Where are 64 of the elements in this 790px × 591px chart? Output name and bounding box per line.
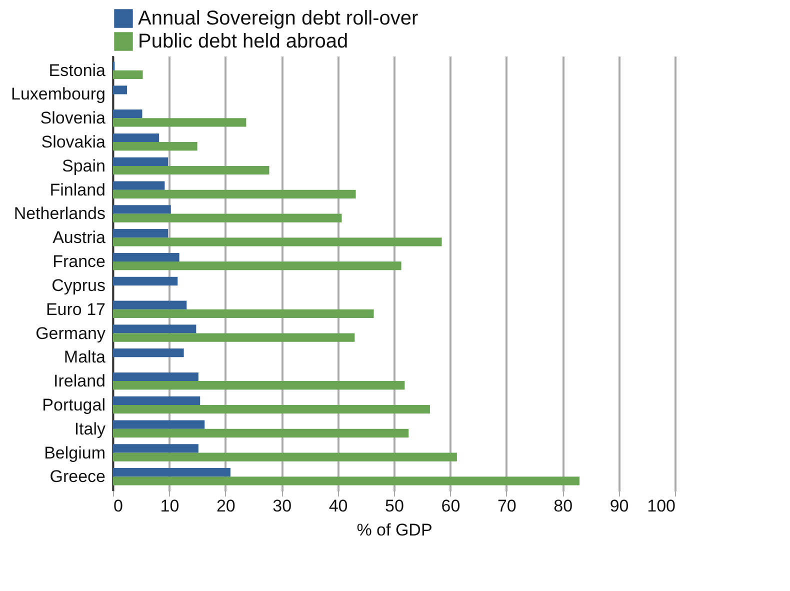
x-tick-label: 10: [160, 496, 180, 516]
bar: [113, 262, 402, 270]
bar: [113, 181, 165, 190]
legend-label: Public debt held abroad: [138, 30, 348, 52]
y-tick-label: France: [52, 252, 106, 272]
bar: [113, 428, 409, 438]
y-tick-label: Greece: [50, 467, 106, 486]
bar: [113, 229, 168, 238]
bar: [113, 309, 374, 318]
y-tick-label: Ireland: [54, 372, 106, 391]
y-tick-label: Germany: [36, 324, 106, 343]
y-tick-label: Finland: [50, 180, 106, 200]
y-tick-label: Slovenia: [40, 108, 106, 128]
x-tick-label: 100: [647, 496, 676, 516]
legend-label: Annual Sovereign debt roll-over: [138, 8, 419, 30]
bar: [113, 396, 200, 405]
bar: [113, 157, 168, 166]
y-tick-label: Cyprus: [52, 276, 106, 295]
bar: [113, 110, 142, 118]
y-tick-label: Italy: [74, 419, 106, 438]
x-tick-label: 50: [385, 496, 404, 516]
x-tick-label: 20: [216, 496, 236, 516]
bar: [113, 133, 160, 142]
bar: [113, 324, 196, 334]
x-tick-label: 40: [328, 496, 348, 516]
bar: [113, 372, 198, 382]
x-axis-title: % of GDP: [356, 520, 432, 540]
y-tick-label: Netherlands: [14, 204, 106, 224]
bar: [113, 348, 184, 358]
bar: [113, 404, 430, 414]
bar: [113, 205, 171, 214]
bar: [113, 333, 355, 342]
x-tick-label: 70: [497, 496, 516, 516]
bar: [113, 381, 405, 390]
bar: [113, 166, 270, 175]
x-tick-label: 60: [441, 496, 460, 516]
bar: [113, 142, 198, 151]
bar: [113, 118, 246, 127]
bar: [113, 214, 342, 222]
y-tick-label: Luxembourg: [10, 84, 106, 104]
bar: [113, 444, 198, 453]
y-tick-label: Portugal: [42, 395, 106, 414]
y-tick-label: Malta: [64, 348, 106, 367]
bar: [113, 420, 205, 429]
x-tick-label: 80: [554, 496, 573, 516]
bar: [113, 300, 187, 310]
y-tick-label: Austria: [52, 228, 106, 248]
x-tick-label: 30: [272, 496, 292, 516]
bar: [113, 276, 178, 286]
bar: [113, 190, 356, 198]
bar: [113, 452, 457, 462]
y-tick-label: Euro 17: [46, 300, 106, 319]
bar: [113, 70, 143, 79]
bar: [113, 86, 128, 94]
bar: [113, 238, 442, 246]
x-tick-label: 0: [114, 496, 123, 516]
y-tick-label: Belgium: [44, 443, 106, 462]
y-tick-label: Spain: [62, 156, 106, 176]
bar: [113, 252, 180, 262]
bar: [113, 468, 230, 477]
y-tick-label: Estonia: [48, 60, 106, 80]
y-tick-label: Slovakia: [41, 132, 106, 152]
bar: [113, 476, 580, 486]
x-tick-label: 90: [610, 496, 629, 516]
